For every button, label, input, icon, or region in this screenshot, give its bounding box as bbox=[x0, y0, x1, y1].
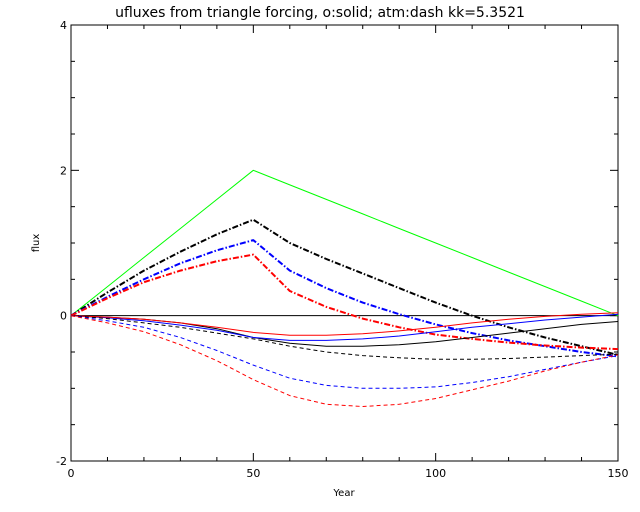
y-tick-label: -2 bbox=[56, 455, 67, 468]
series-layer bbox=[70, 169, 619, 407]
series-line-3 bbox=[70, 239, 619, 358]
series-line-4 bbox=[70, 253, 619, 351]
x-tick-label: 0 bbox=[68, 467, 75, 480]
series-line-2 bbox=[70, 218, 619, 356]
x-axis-label: Year bbox=[332, 488, 355, 499]
series-line-7 bbox=[70, 312, 619, 336]
chart-title: ufluxes from triangle forcing, o:solid; … bbox=[115, 5, 525, 21]
y-tick-label: 2 bbox=[60, 164, 67, 177]
series-line-6 bbox=[70, 313, 619, 341]
series-line-8 bbox=[70, 315, 619, 360]
series-line-10 bbox=[70, 315, 619, 407]
series-line-9 bbox=[70, 315, 619, 389]
x-tick-label: 150 bbox=[608, 467, 629, 480]
series-line-1 bbox=[70, 169, 619, 317]
y-axis-label: flux bbox=[31, 234, 42, 253]
y-tick-label: 0 bbox=[60, 310, 67, 323]
x-tick-label: 100 bbox=[425, 467, 446, 480]
x-tick-label: 50 bbox=[246, 467, 260, 480]
y-tick-label: 4 bbox=[60, 19, 67, 32]
